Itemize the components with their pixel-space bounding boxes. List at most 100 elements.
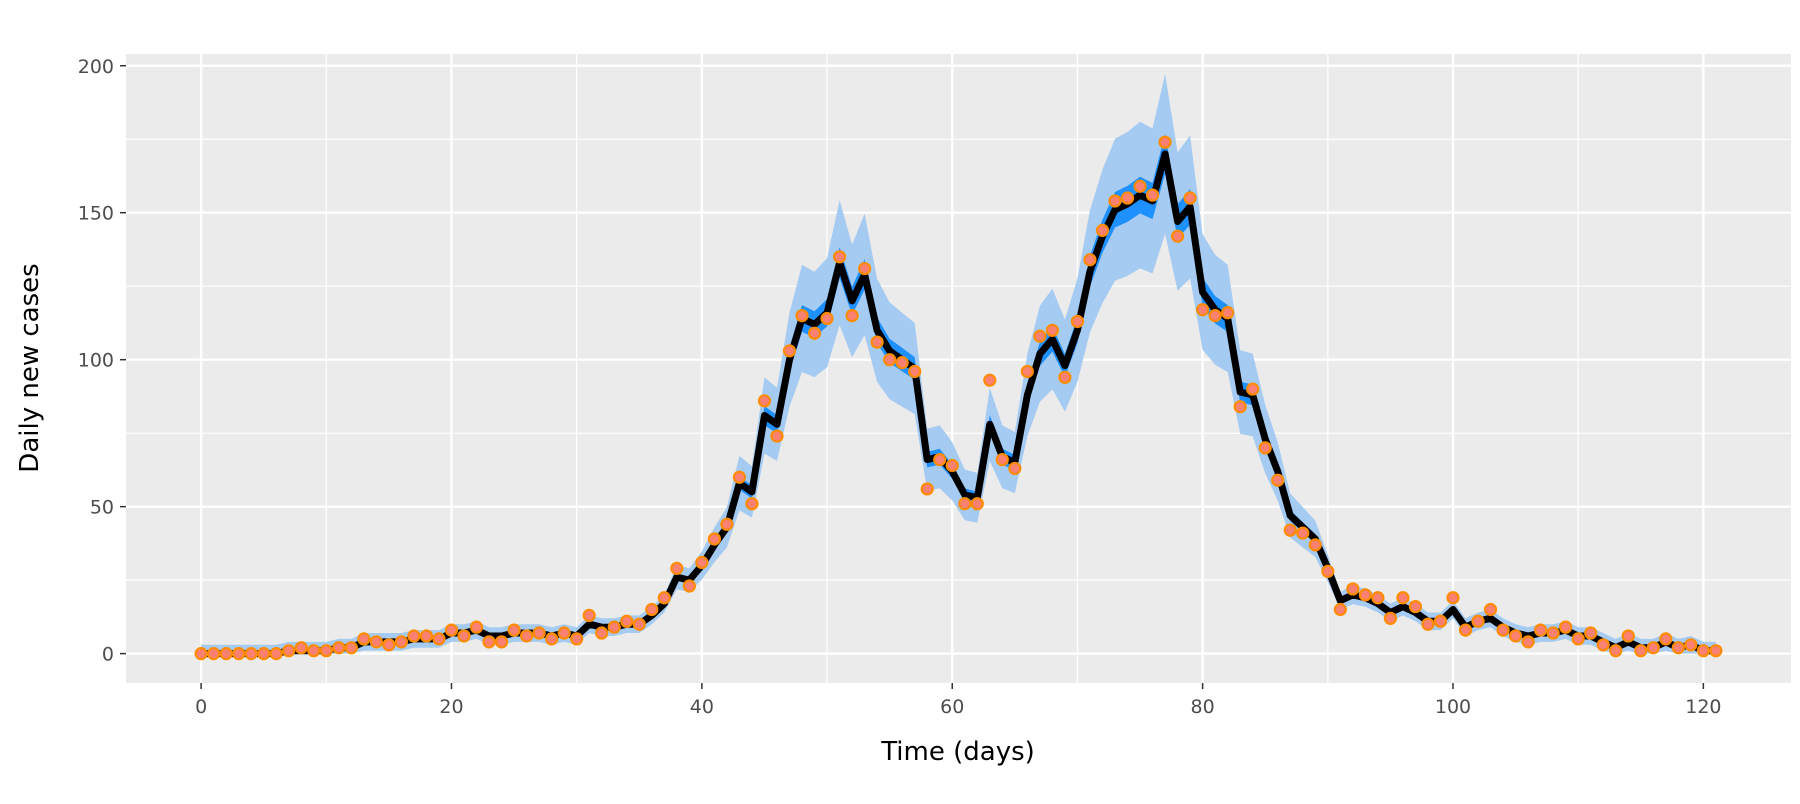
data-point xyxy=(845,308,859,323)
data-point xyxy=(332,641,346,655)
data-point xyxy=(545,632,559,646)
data-point xyxy=(782,344,797,358)
data-point xyxy=(1321,564,1335,578)
data-point xyxy=(595,626,609,640)
data-point xyxy=(469,620,484,634)
data-point xyxy=(1083,253,1097,267)
x-tick-label: 0 xyxy=(195,696,207,718)
data-point xyxy=(795,308,809,323)
data-point xyxy=(1584,626,1598,640)
data-point xyxy=(494,635,509,649)
gridlines xyxy=(126,54,1791,683)
data-point xyxy=(720,517,734,531)
data-point xyxy=(1108,194,1122,208)
data-point xyxy=(995,453,1009,467)
data-point xyxy=(958,497,972,511)
data-point xyxy=(1020,364,1034,379)
plot-panel xyxy=(126,54,1791,683)
data-point xyxy=(607,620,621,634)
data-point xyxy=(1008,461,1022,476)
data-point xyxy=(670,561,684,575)
data-point xyxy=(1133,179,1147,193)
data-point xyxy=(1546,626,1560,640)
data-point xyxy=(1383,611,1397,625)
data-point xyxy=(1433,614,1448,628)
data-point xyxy=(1145,188,1160,202)
data-point xyxy=(1296,526,1310,540)
data-point xyxy=(920,482,934,496)
data-point xyxy=(1333,602,1347,617)
data-point xyxy=(820,311,834,326)
data-point xyxy=(732,470,747,484)
data-point xyxy=(1596,638,1610,652)
observed-points xyxy=(194,135,1723,661)
data-point xyxy=(357,632,371,646)
data-point xyxy=(832,250,847,264)
data-point xyxy=(1283,523,1297,537)
data-point xyxy=(945,458,959,473)
y-tick-label: 50 xyxy=(90,497,114,519)
data-point xyxy=(1408,599,1423,614)
data-point xyxy=(1421,617,1435,631)
data-point xyxy=(1396,591,1410,605)
data-point xyxy=(532,626,546,640)
y-tick-label: 150 xyxy=(78,203,114,225)
x-tick-label: 60 xyxy=(940,696,964,718)
data-point xyxy=(1233,400,1247,414)
data-point xyxy=(1371,591,1385,605)
data-point xyxy=(858,261,872,276)
data-point xyxy=(219,647,233,661)
data-point xyxy=(1095,223,1110,237)
data-point xyxy=(908,364,922,379)
data-point xyxy=(432,632,446,646)
data-point xyxy=(1158,135,1172,149)
data-point xyxy=(632,617,646,631)
data-point xyxy=(1559,620,1573,634)
data-point xyxy=(1183,191,1197,205)
data-point xyxy=(1508,629,1523,643)
data-point xyxy=(1045,323,1059,337)
x-tick-label: 120 xyxy=(1685,696,1721,718)
data-point xyxy=(1120,191,1135,205)
data-point xyxy=(1659,632,1673,646)
data-point xyxy=(1258,441,1272,455)
data-point xyxy=(520,629,534,643)
x-tick-label: 80 xyxy=(1191,696,1215,718)
data-point xyxy=(307,644,321,658)
data-point xyxy=(1346,582,1360,596)
data-point xyxy=(369,635,383,649)
data-point xyxy=(1358,588,1372,602)
x-tick-label: 20 xyxy=(439,696,463,718)
data-point xyxy=(1646,641,1660,655)
data-point xyxy=(194,647,208,661)
data-point xyxy=(407,629,421,643)
data-point xyxy=(319,644,333,658)
data-point xyxy=(244,647,258,661)
y-tick-label: 200 xyxy=(78,56,114,78)
data-point xyxy=(1483,602,1498,617)
data-point xyxy=(870,335,884,349)
data-point xyxy=(294,641,308,655)
data-point xyxy=(883,353,897,367)
data-point xyxy=(1070,314,1085,329)
y-tick-label: 0 xyxy=(102,644,114,666)
data-point xyxy=(695,555,709,570)
data-point xyxy=(394,635,409,649)
data-point xyxy=(1170,229,1185,243)
data-point xyxy=(1634,644,1648,658)
data-point xyxy=(1571,632,1585,646)
data-point xyxy=(444,623,459,637)
data-point xyxy=(482,635,496,649)
data-point xyxy=(1684,638,1698,652)
data-point xyxy=(257,647,271,661)
x-tick-label: 40 xyxy=(690,696,714,718)
data-point xyxy=(232,647,246,661)
data-point xyxy=(1621,629,1635,643)
data-point xyxy=(645,602,659,617)
data-point xyxy=(1671,641,1685,655)
data-point xyxy=(983,373,997,387)
y-axis-title: Daily new cases xyxy=(15,263,45,472)
y-tick-label: 100 xyxy=(78,350,114,372)
data-point xyxy=(1709,644,1723,658)
data-point xyxy=(682,579,696,593)
